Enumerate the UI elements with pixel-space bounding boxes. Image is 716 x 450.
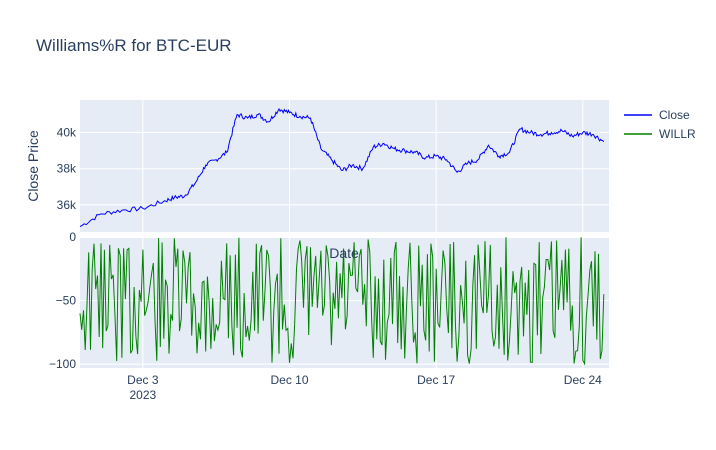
willr-y-tick-label: −100 xyxy=(49,357,76,371)
close-y-tick-label: 36k xyxy=(57,198,77,212)
willr-y-tick-label: 0 xyxy=(69,230,76,244)
x-axis-label: Date xyxy=(329,245,359,261)
legend-item-willr[interactable]: WILLR xyxy=(624,127,696,141)
x-tick-label: Dec 10 xyxy=(270,373,308,387)
x-tick-label: Dec 24 xyxy=(564,373,602,387)
legend: Close WILLR xyxy=(624,108,696,141)
chart-title: Williams%R for BTC-EUR xyxy=(36,36,232,55)
x-tick-label: 2023 xyxy=(129,388,156,402)
x-tick-label: Dec 17 xyxy=(417,373,455,387)
close-y-tick-label: 38k xyxy=(57,162,77,176)
legend-label-close: Close xyxy=(659,108,690,122)
close-y-ticks: 36k 38k 40k xyxy=(57,126,77,212)
willr-y-tick-label: −50 xyxy=(56,294,77,308)
close-plot-area xyxy=(80,100,609,232)
close-gridlines xyxy=(80,100,609,232)
legend-item-close[interactable]: Close xyxy=(624,108,690,122)
x-tick-label: Dec 3 xyxy=(127,373,159,387)
close-y-axis-label: Close Price xyxy=(25,130,41,202)
close-series-line xyxy=(79,107,605,228)
close-price-panel: 36k 38k 40k Close Price xyxy=(25,100,609,232)
close-y-tick-label: 40k xyxy=(57,126,77,140)
legend-label-willr: WILLR xyxy=(659,127,696,141)
willr-y-ticks: 0 −50 −100 xyxy=(49,230,76,371)
willr-series-line xyxy=(79,237,605,366)
